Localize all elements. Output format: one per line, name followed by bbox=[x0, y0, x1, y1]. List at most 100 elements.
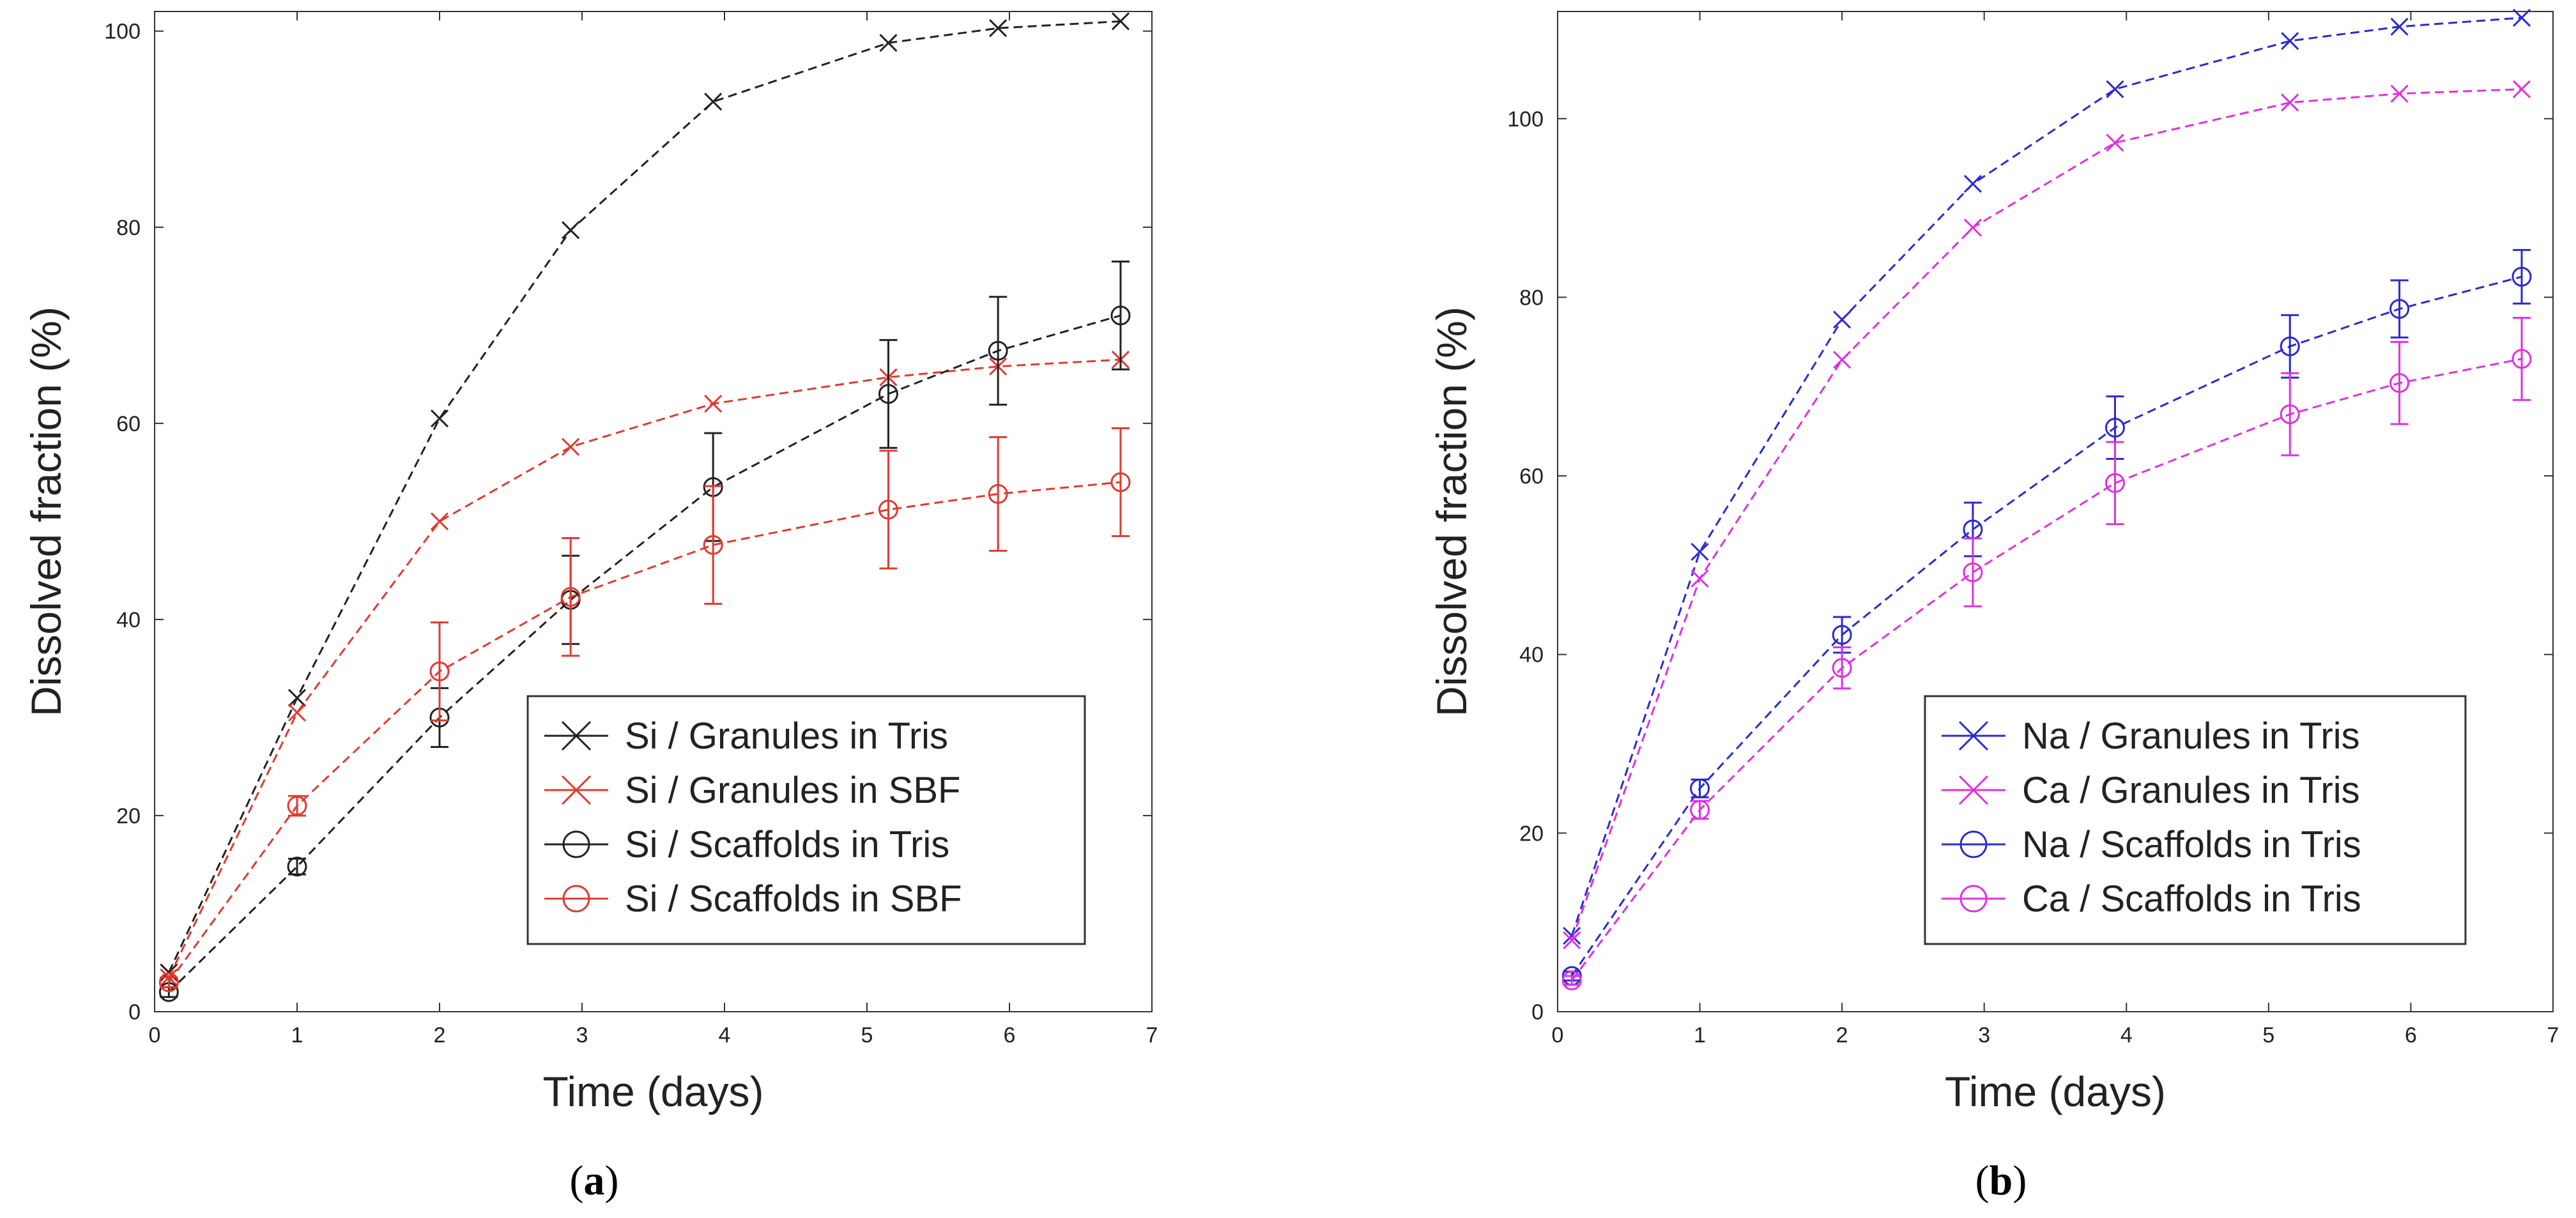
chart-a-data-point bbox=[989, 19, 1008, 38]
chart-a-data-point bbox=[287, 796, 307, 816]
chart-b-legend-item: Ca / Granules in Tris bbox=[1942, 770, 2360, 811]
chart-a-data-point bbox=[430, 409, 449, 428]
chart-b-legend-label: Na / Scaffolds in Tris bbox=[2022, 824, 2361, 865]
chart-b-x-axis-label: Time (days) bbox=[1945, 1068, 2166, 1115]
chart-b-data-point bbox=[2106, 80, 2124, 98]
chart-b-legend-item: Na / Granules in Tris bbox=[1942, 715, 2360, 757]
chart-b-error-bar bbox=[2513, 317, 2531, 401]
chart-b-legend-marker bbox=[1958, 775, 1989, 805]
chart-a-legend-label: Si / Granules in SBF bbox=[625, 770, 960, 811]
chart-a-series-1 bbox=[160, 12, 1130, 982]
chart-b-y-tick-label: 100 bbox=[1507, 107, 1544, 132]
chart-a-legend-label: Si / Scaffolds in Tris bbox=[625, 824, 949, 865]
chart-a-data-point bbox=[288, 689, 307, 707]
chart-b-data-point bbox=[2106, 133, 2124, 152]
chart-a-data-point bbox=[158, 972, 179, 993]
chart-b-data-point bbox=[1563, 927, 1581, 945]
chart-a-y-axis-label: Dissolved fraction (%) bbox=[22, 307, 70, 717]
chart-a-data-point bbox=[704, 395, 723, 413]
chart-b-series-4-line bbox=[1571, 358, 2522, 981]
chart-a-legend-box bbox=[526, 695, 1086, 945]
chart-b-error-bar bbox=[1963, 537, 1982, 607]
chart-b-error-bar bbox=[2281, 314, 2299, 379]
chart-a-data-point bbox=[879, 34, 898, 52]
chart-a-data-point bbox=[288, 703, 307, 722]
chart-a-error-bar bbox=[562, 537, 580, 657]
chart-a-error-bar bbox=[989, 436, 1008, 552]
chart-b-error-bar bbox=[2106, 441, 2124, 526]
chart-b-series-1-line bbox=[1570, 17, 2522, 936]
chart-a-x-tick-label: 3 bbox=[576, 1023, 588, 1047]
chart-a-data-point bbox=[988, 340, 1008, 361]
chart-a-error-bar bbox=[989, 296, 1008, 406]
chart-b-data-point bbox=[2104, 418, 2125, 438]
chart-a-plot-frame bbox=[154, 11, 1153, 1012]
chart-b-x-tick-label: 4 bbox=[2120, 1023, 2133, 1047]
chart-b-data-point bbox=[1963, 562, 1983, 582]
chart-a-error-bar bbox=[431, 621, 448, 722]
chart-b-series-2-line bbox=[1570, 88, 2522, 941]
chart-b-data-point bbox=[1690, 778, 1710, 798]
chart-b-legend-item: Na / Scaffolds in Tris bbox=[1942, 824, 2361, 865]
chart-b-series-1 bbox=[1563, 8, 2531, 945]
chart-a-legend-marker bbox=[562, 830, 590, 858]
chart-a-data-point bbox=[703, 535, 723, 555]
chart-b-legend-label: Ca / Scaffolds in Tris bbox=[2022, 878, 2361, 920]
chart-b-legend: Na / Granules in Tris Ca / Granules in Tr… bbox=[1924, 695, 2467, 945]
chart-b-data-point bbox=[2389, 373, 2410, 393]
chart-a-data-point bbox=[704, 93, 723, 111]
chart-a-legend-item: Si / Granules in SBF bbox=[544, 770, 960, 811]
chart-a-x-tick-label: 7 bbox=[1146, 1023, 1158, 1047]
chart-b-data-point bbox=[1833, 310, 1851, 329]
chart-a-legend-item: Si / Granules in Tris bbox=[544, 715, 948, 757]
chart-b-data-point bbox=[1690, 569, 1709, 588]
chart-b-series-3-line bbox=[1571, 275, 2522, 977]
chart-b-data-point bbox=[1833, 351, 1851, 369]
chart-b-data-point bbox=[1963, 174, 1982, 193]
chart-b-legend-box bbox=[1924, 695, 2467, 945]
chart-a-data-point bbox=[878, 384, 898, 404]
chart-a-caption: (a) bbox=[570, 1157, 619, 1204]
chart-a-x-tick-label: 2 bbox=[434, 1023, 446, 1047]
chart-b-x-tick-label: 2 bbox=[1836, 1023, 1848, 1047]
chart-b-data-point bbox=[1690, 800, 1710, 820]
chart-b-data-point bbox=[2511, 349, 2532, 369]
chart-b-x-tick-label: 7 bbox=[2547, 1023, 2559, 1047]
chart-b-plot-frame bbox=[1557, 11, 2554, 1012]
chart-b-x-tick-label: 0 bbox=[1552, 1023, 1564, 1047]
chart-a-series-4 bbox=[158, 427, 1131, 993]
chart-a-error-bar bbox=[704, 485, 723, 605]
chart-a-legend-label: Si / Granules in Tris bbox=[625, 715, 948, 757]
chart-a-error-bar bbox=[879, 339, 898, 449]
chart-b-data-point bbox=[2280, 336, 2300, 356]
chart-a-error-bar bbox=[160, 976, 178, 989]
chart-a-x-tick-label: 6 bbox=[1004, 1023, 1016, 1047]
chart-a-data-point bbox=[430, 512, 449, 531]
chart-a-legend-marker bbox=[561, 775, 592, 805]
chart-b-data-point bbox=[2281, 32, 2299, 50]
chart-b-data-point bbox=[2511, 266, 2532, 287]
chart-a-x-tick-label: 5 bbox=[861, 1023, 873, 1047]
chart-b-legend-label: Ca / Granules in Tris bbox=[2022, 770, 2360, 811]
chart-a-data-point bbox=[560, 587, 581, 607]
chart-b-series-4 bbox=[1561, 317, 2532, 991]
chart-b-data-point bbox=[2512, 8, 2531, 27]
chart-b-caption: (b) bbox=[1975, 1157, 2027, 1204]
chart-b-error-bar bbox=[1563, 975, 1581, 986]
chart-a-data-point bbox=[1110, 305, 1131, 326]
chart-panel-a: 0 1 2 3 4 5 6 7 0 20 40 60 80 100 Time (days) Dissolved… bbox=[22, 11, 1158, 1204]
chart-b-data-point bbox=[2512, 80, 2531, 98]
chart-a-y-tick-label: 100 bbox=[104, 20, 141, 44]
chart-b-data-point bbox=[2390, 84, 2409, 103]
chart-b-legend-marker bbox=[1959, 885, 1988, 913]
chart-b-data-point bbox=[1832, 625, 1852, 645]
chart-a-y-tick-label: 40 bbox=[116, 608, 141, 632]
chart-a-legend-marker bbox=[561, 720, 592, 751]
chart-b-error-bar bbox=[2390, 279, 2409, 339]
chart-b-y-tick-label: 40 bbox=[1519, 643, 1544, 667]
chart-a-x-axis-label: Time (days) bbox=[543, 1068, 764, 1115]
chart-a-error-bar bbox=[1111, 427, 1130, 537]
chart-a-data-point bbox=[988, 483, 1008, 504]
chart-b-series-2 bbox=[1563, 80, 2531, 950]
chart-b-x-tick-label: 3 bbox=[1978, 1023, 1990, 1047]
